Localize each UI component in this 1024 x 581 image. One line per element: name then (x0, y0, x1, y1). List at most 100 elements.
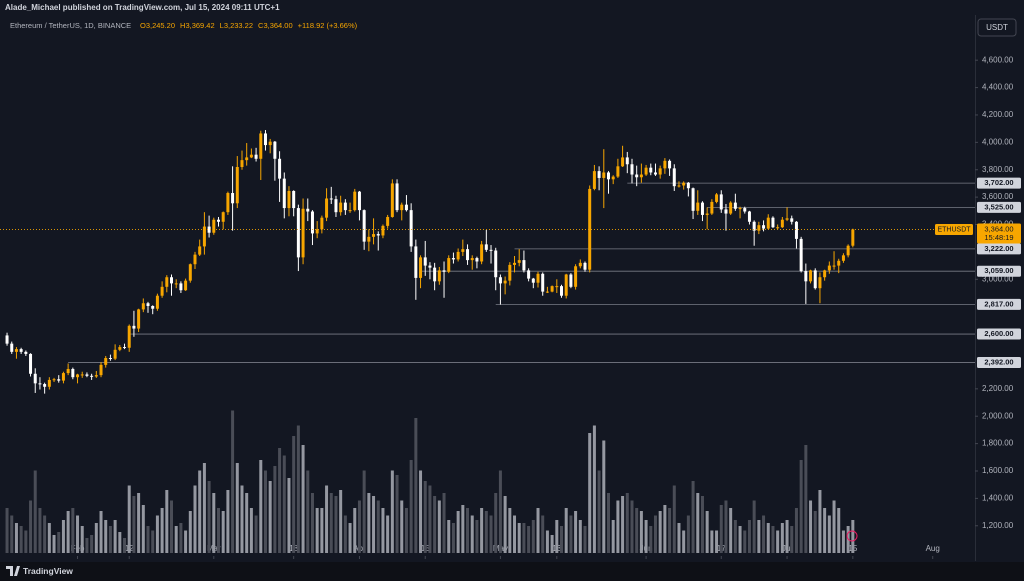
volume-bar (386, 515, 390, 553)
volume-bar (837, 508, 841, 553)
volume-bar (447, 520, 451, 553)
volume-bar (719, 505, 723, 553)
last-price-symbol: ETHUSDT (937, 226, 971, 233)
volume-bar (160, 508, 164, 553)
volume-bar (52, 535, 56, 553)
currency-label[interactable]: USDT (986, 23, 1008, 32)
candle-body (804, 271, 808, 282)
candle-body (94, 375, 98, 377)
candle-body (588, 188, 592, 270)
candle-body (545, 291, 549, 293)
volume-bar (555, 520, 559, 553)
footer (0, 562, 1024, 581)
volume-bar (588, 433, 592, 553)
volume-bar (423, 481, 427, 553)
candle-body (639, 174, 643, 178)
volume-bar (536, 508, 540, 553)
volume-bar (43, 515, 47, 553)
volume-bar (306, 470, 310, 553)
volume-bar (799, 460, 803, 553)
volume-bar (743, 530, 747, 553)
candle-body (212, 219, 216, 233)
candle-body (127, 325, 131, 348)
level-label: 3,702.00 (984, 178, 1013, 187)
candle-body (367, 236, 371, 242)
candle-body (531, 278, 535, 283)
candle-body (780, 219, 784, 228)
volume-bar (484, 511, 488, 553)
volume-bar (94, 523, 98, 553)
candle-body (296, 208, 300, 258)
footer-logo (6, 566, 20, 576)
candle-body (273, 141, 277, 159)
volume-bar (137, 493, 141, 553)
volume-bar (611, 520, 615, 553)
candle-body (155, 295, 159, 309)
candle-body (503, 280, 507, 284)
candle-body (151, 305, 155, 309)
candle-body (625, 157, 629, 165)
volume-bar (475, 520, 479, 553)
level-label-box (977, 328, 1021, 340)
candle-body (747, 211, 751, 222)
volume-bar (639, 511, 643, 553)
volume-bar (527, 526, 531, 553)
candle-body (447, 258, 451, 272)
candle-body (376, 234, 380, 236)
candle-body (776, 227, 780, 229)
candle-body (249, 154, 253, 158)
volume-bar (245, 493, 249, 553)
y-tick-label: 1,600.00 (982, 466, 1014, 475)
volume-bar (29, 500, 33, 553)
candle-body (80, 374, 84, 376)
currency-button[interactable] (977, 18, 1017, 37)
volume-bar (635, 508, 639, 553)
volume-bar (757, 520, 761, 553)
candle-body (99, 364, 103, 376)
candle-body (602, 172, 606, 178)
level-label: 3,222.00 (984, 244, 1013, 253)
candle-body (752, 221, 756, 231)
volume-icon[interactable] (846, 530, 858, 542)
candle-body (451, 258, 455, 260)
volume-bar (564, 508, 568, 553)
volume-bar (334, 496, 338, 553)
candle-body (179, 283, 183, 291)
candle-body (57, 379, 61, 381)
volume-bar (376, 500, 380, 553)
y-tick-label: 3,800.00 (982, 165, 1014, 174)
volume-bar (625, 493, 629, 553)
y-tick-label: 1,200.00 (982, 521, 1014, 530)
candle-body (498, 277, 502, 284)
volume-bar (193, 485, 197, 553)
volume-bar (390, 470, 394, 553)
candle-body (475, 258, 479, 262)
candle-body (480, 244, 484, 262)
candle-body (240, 160, 244, 167)
volume-bar (198, 470, 202, 553)
volume-bar (752, 500, 756, 553)
candle-body (513, 262, 517, 265)
level-label-box (977, 243, 1021, 255)
candle-body (578, 262, 582, 267)
volume-bar (428, 485, 432, 553)
volume-bar (263, 470, 267, 553)
candle-body (635, 174, 639, 178)
volume-bar (602, 440, 606, 553)
candle-body (672, 168, 676, 187)
candle-body (301, 208, 305, 258)
candle-body (381, 225, 385, 236)
volume-bar (696, 493, 700, 553)
candle-body (90, 375, 94, 377)
volume-bar (672, 485, 676, 553)
volume-bar (437, 500, 441, 553)
candle-body (762, 225, 766, 229)
level-label: 2,817.00 (984, 299, 1013, 308)
volume-bar (517, 523, 521, 553)
candle-body (555, 286, 559, 288)
candle-body (170, 277, 174, 284)
candle-body (733, 202, 737, 209)
candle-body (29, 353, 33, 374)
volume-bar (531, 520, 535, 553)
